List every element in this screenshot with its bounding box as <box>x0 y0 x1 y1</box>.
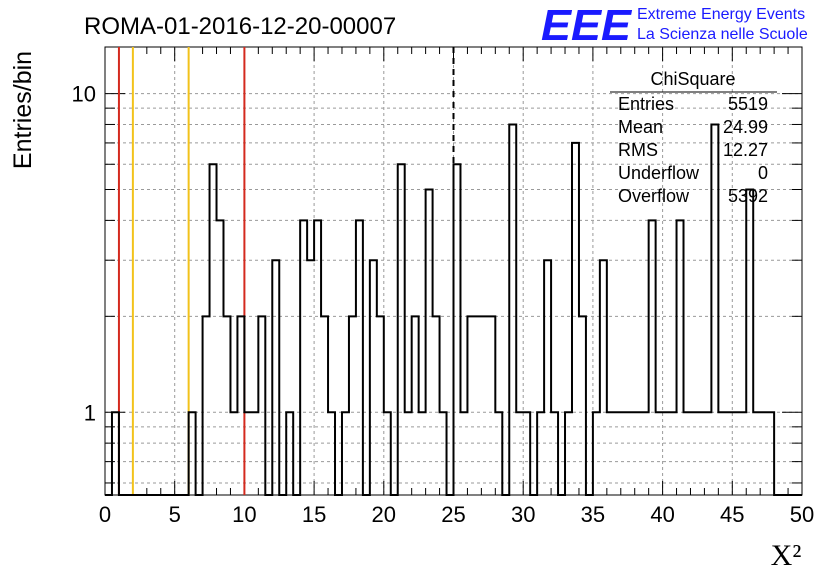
run-title: ROMA-01-2016-12-20-00007 <box>84 13 396 40</box>
x-tick-label: 20 <box>372 502 396 527</box>
stats-value: 12.27 <box>723 140 768 160</box>
x-tick-label: 0 <box>99 502 111 527</box>
x-tick-label: 30 <box>511 502 535 527</box>
stats-title: ChiSquare <box>650 69 735 89</box>
histogram-step-line <box>105 123 802 496</box>
tick-labels: 0 5 10 15 20 25 30 35 40 45 50 1 10 <box>72 82 815 527</box>
y-tick-label: 1 <box>84 400 96 425</box>
x-tick-label: 50 <box>790 502 814 527</box>
eee-logo: EEE <box>541 1 633 50</box>
y-tick-label: 10 <box>72 82 96 107</box>
stats-value: 5519 <box>728 94 768 114</box>
stats-label: RMS <box>618 140 658 160</box>
x-tick-label: 10 <box>232 502 256 527</box>
x-tick-label: 15 <box>302 502 326 527</box>
x-tick-label: 35 <box>581 502 605 527</box>
stats-label: Underflow <box>618 163 700 183</box>
stats-value: 5392 <box>728 186 768 206</box>
stats-label: Entries <box>618 94 674 114</box>
x-axis-label: X² <box>771 539 802 572</box>
stats-value: 0 <box>758 163 768 183</box>
y-axis-label: Entries/bin <box>9 51 37 169</box>
stats-value: 24.99 <box>723 117 768 137</box>
x-tick-label: 5 <box>169 502 181 527</box>
org-name: Extreme Energy Events <box>637 6 805 23</box>
stats-label: Overflow <box>618 186 690 206</box>
x-tick-label: 40 <box>650 502 674 527</box>
stats-label: Mean <box>618 117 663 137</box>
org-subtitle: La Scienza nelle Scuole <box>637 26 808 43</box>
stats-box: ChiSquare Entries 5519 Mean 24.99 RMS 12.27 Un… <box>610 69 777 206</box>
x-tick-label: 25 <box>441 502 465 527</box>
x-tick-label: 45 <box>720 502 744 527</box>
